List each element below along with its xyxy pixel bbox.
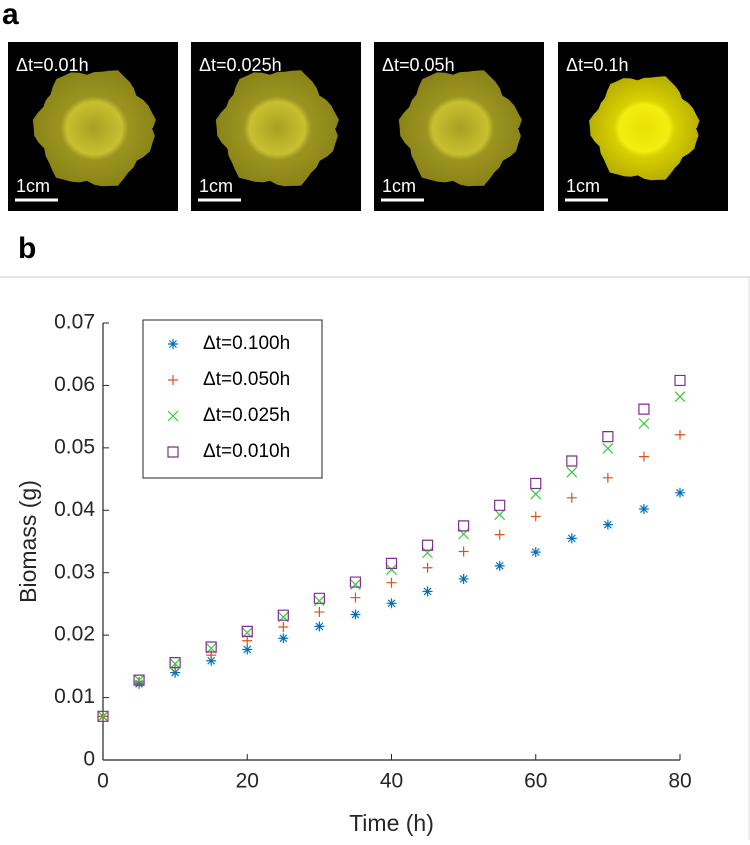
- data-point: [97, 710, 109, 722]
- y-axis-label: Biomass (g): [15, 480, 41, 603]
- image-row: Δt=0.01h 1cm Δt=0.025h 1cm Δt=0.05h 1cm Δt=0.1…: [8, 42, 728, 211]
- data-point: [675, 429, 685, 440]
- y-tick-label: 0.06: [54, 373, 95, 396]
- scale-label: 1cm: [199, 176, 233, 196]
- data-point: [241, 625, 253, 637]
- scale-label: 1cm: [382, 176, 416, 196]
- data-point: [494, 509, 506, 521]
- data-point: [638, 451, 649, 462]
- image-label: Δt=0.1h: [566, 55, 629, 75]
- data-point: [602, 431, 614, 443]
- data-point: [313, 592, 325, 604]
- data-point: [278, 622, 289, 633]
- data-point: [422, 586, 433, 597]
- image-label: Δt=0.05h: [382, 55, 455, 75]
- data-point: [675, 487, 685, 498]
- data-point: [566, 492, 577, 503]
- panel-label: a: [2, 0, 19, 31]
- data-point: [386, 564, 397, 576]
- data-point: [350, 592, 361, 603]
- data-point: [494, 560, 505, 571]
- data-point: [314, 607, 325, 618]
- x-tick-label: 80: [668, 770, 691, 793]
- data-point: [602, 472, 613, 483]
- data-point: [313, 595, 325, 607]
- data-point: [386, 577, 397, 588]
- data-point: [277, 609, 289, 621]
- data-point: [350, 579, 361, 591]
- data-point: [602, 519, 613, 530]
- data-point: [638, 504, 649, 515]
- data-point: [385, 557, 398, 569]
- data-point: [314, 621, 325, 632]
- legend-marker: [167, 446, 179, 458]
- legend-label: Δt=0.010h: [203, 441, 290, 462]
- data-point: [97, 710, 109, 722]
- chart: 0 0.01 0.02 0.03 0.04 0.05 0.06 0.07 0 20 40 60 80 Ti…: [15, 311, 692, 837]
- data-point: [350, 609, 361, 620]
- y-tick-label: 0.02: [54, 623, 95, 646]
- data-point: [566, 466, 578, 478]
- data-point: [494, 529, 505, 540]
- data-point: [242, 644, 253, 655]
- data-point: [349, 576, 362, 588]
- data-point: [674, 391, 686, 403]
- legend-label: Δt=0.100h: [203, 333, 290, 354]
- data-point: [422, 562, 433, 573]
- data-point: [386, 598, 397, 609]
- colony: [215, 70, 339, 187]
- colony: [32, 70, 156, 187]
- y-tick-label: 0.07: [54, 311, 95, 334]
- y-tick-label: 0.05: [54, 435, 95, 458]
- scale-label: 1cm: [566, 176, 600, 196]
- panel-label: b: [18, 232, 36, 265]
- x-tick-label: 40: [380, 770, 403, 793]
- legend-label: Δt=0.050h: [203, 369, 290, 390]
- data-point: [133, 674, 145, 686]
- legend-label: Δt=0.025h: [203, 405, 290, 426]
- data-point: [494, 499, 506, 511]
- data-point: [638, 418, 650, 429]
- y-tick-label: 0.03: [54, 560, 95, 583]
- y-tick-label: 0: [83, 748, 95, 771]
- x-axis-label: Time (h): [349, 810, 434, 836]
- data-point: [205, 641, 217, 653]
- data-point: [530, 547, 541, 558]
- data-point: [421, 539, 434, 551]
- data-point: [458, 573, 469, 584]
- legend-marker: [167, 410, 179, 422]
- x-tick-label: 20: [236, 770, 259, 793]
- data-point: [638, 403, 650, 415]
- scale-label: 1cm: [16, 176, 50, 196]
- x-tick-label: 60: [524, 770, 547, 793]
- data-point: [242, 635, 253, 646]
- y-tick-label: 0.01: [54, 685, 95, 708]
- data-point: [602, 443, 614, 454]
- colony: [589, 76, 700, 181]
- data-point: [674, 374, 686, 387]
- data-point: [566, 533, 577, 544]
- data-point: [133, 674, 145, 686]
- data-point: [458, 546, 469, 557]
- data-point: [278, 633, 289, 644]
- data-point: [422, 547, 433, 559]
- data-point: [169, 657, 181, 669]
- image-label: Δt=0.025h: [199, 55, 282, 75]
- image-label: Δt=0.01h: [16, 55, 89, 75]
- y-tick-label: 0.04: [54, 498, 95, 521]
- legend-marker: [168, 375, 178, 385]
- data-point: [566, 455, 578, 467]
- data-point: [530, 477, 542, 490]
- x-tick-label: 0: [97, 770, 109, 793]
- legend-marker: [168, 339, 178, 349]
- data-point: [530, 488, 542, 500]
- data-point: [206, 655, 217, 666]
- data-point: [530, 511, 541, 522]
- colony: [398, 70, 522, 187]
- data-point: [458, 520, 470, 532]
